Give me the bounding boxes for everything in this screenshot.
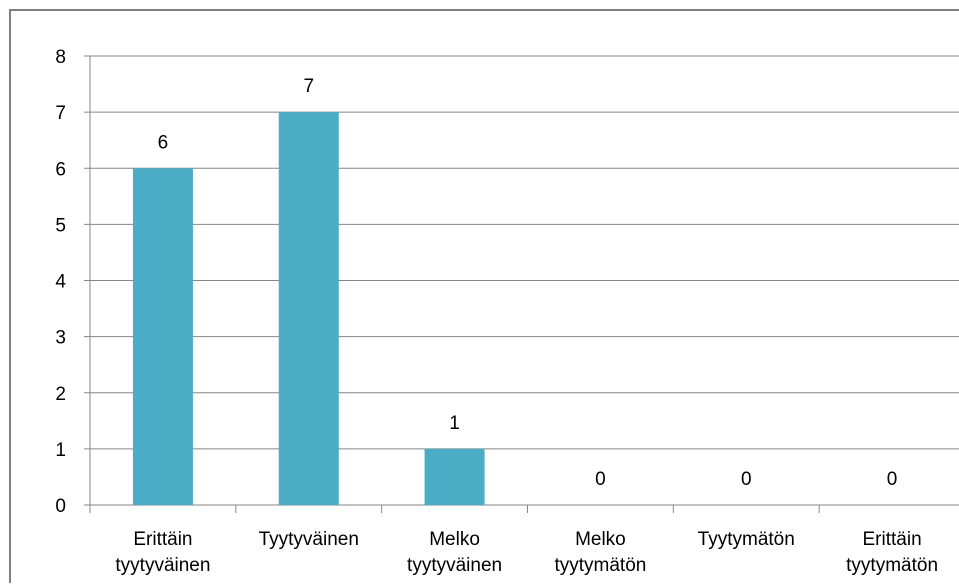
y-axis-tick-labels: 0 1 2 3 4 5 6 7 8 xyxy=(55,47,66,517)
data-label: 7 xyxy=(303,76,314,97)
x-tick-label: Tyytyväinen xyxy=(259,529,359,550)
axes xyxy=(84,55,959,513)
y-tick-label: 4 xyxy=(55,272,66,293)
x-tick-label: Melko xyxy=(575,529,626,550)
x-tick-label: tyytymätön xyxy=(846,555,938,576)
y-tick-label: 0 xyxy=(55,496,66,517)
y-tick-label: 8 xyxy=(55,47,66,68)
bar xyxy=(278,112,339,505)
bar xyxy=(424,448,485,505)
x-tick-label: tyytymätön xyxy=(554,555,646,576)
gridlines xyxy=(90,55,959,450)
data-label: 0 xyxy=(887,469,898,490)
x-tick-label: tyytyväinen xyxy=(115,555,210,576)
data-label: 6 xyxy=(158,132,169,153)
x-tick-label: Melko xyxy=(429,529,480,550)
bar xyxy=(132,168,193,505)
x-tick-label: tyytyväinen xyxy=(407,555,502,576)
data-label: 0 xyxy=(595,469,606,490)
y-tick-label: 7 xyxy=(55,103,66,124)
y-tick-label: 2 xyxy=(55,384,66,405)
x-tick-label: Tyytymätön xyxy=(698,529,795,550)
x-tick-label: Erittäin xyxy=(863,529,922,550)
y-tick-label: 3 xyxy=(55,328,66,349)
data-label: 1 xyxy=(449,413,460,434)
y-tick-label: 1 xyxy=(55,440,66,461)
x-axis-tick-labels: Erittäin tyytyväinen Tyytyväinen Melko tyyty… xyxy=(115,529,938,576)
bars xyxy=(132,112,485,505)
y-tick-label: 5 xyxy=(55,215,66,236)
y-tick-label: 6 xyxy=(55,159,66,180)
data-label: 0 xyxy=(741,469,752,490)
x-tick-label: Erittäin xyxy=(133,529,192,550)
data-labels: 6 7 1 0 0 0 xyxy=(158,76,898,490)
